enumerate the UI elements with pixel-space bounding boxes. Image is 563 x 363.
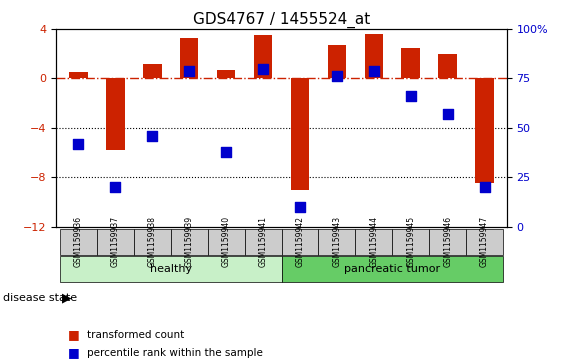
Text: GSM1159944: GSM1159944 bbox=[369, 216, 378, 267]
Text: ▶: ▶ bbox=[62, 291, 72, 304]
Point bbox=[74, 141, 83, 147]
Point bbox=[332, 74, 341, 79]
FancyBboxPatch shape bbox=[392, 229, 429, 255]
Title: GDS4767 / 1455524_at: GDS4767 / 1455524_at bbox=[193, 12, 370, 28]
Text: GSM1159945: GSM1159945 bbox=[406, 216, 415, 267]
Bar bbox=[143, 64, 162, 78]
FancyBboxPatch shape bbox=[319, 229, 355, 255]
Bar bbox=[69, 72, 88, 78]
FancyBboxPatch shape bbox=[171, 229, 208, 255]
Bar bbox=[217, 70, 235, 78]
Point bbox=[111, 184, 120, 190]
Text: GSM1159946: GSM1159946 bbox=[443, 216, 452, 267]
Point bbox=[443, 111, 452, 117]
Bar bbox=[254, 35, 272, 78]
Point bbox=[222, 149, 231, 155]
Point bbox=[369, 68, 378, 73]
Text: GSM1159938: GSM1159938 bbox=[148, 216, 157, 267]
Bar bbox=[328, 45, 346, 78]
Text: GSM1159943: GSM1159943 bbox=[332, 216, 341, 267]
FancyBboxPatch shape bbox=[134, 229, 171, 255]
FancyBboxPatch shape bbox=[97, 229, 134, 255]
Text: ■: ■ bbox=[68, 346, 79, 359]
FancyBboxPatch shape bbox=[60, 229, 97, 255]
FancyBboxPatch shape bbox=[282, 229, 319, 255]
Bar bbox=[291, 78, 309, 189]
FancyBboxPatch shape bbox=[355, 229, 392, 255]
Text: transformed count: transformed count bbox=[87, 330, 185, 340]
Text: healthy: healthy bbox=[150, 264, 192, 274]
Point bbox=[296, 204, 305, 210]
FancyBboxPatch shape bbox=[429, 229, 466, 255]
Text: pancreatic tumor: pancreatic tumor bbox=[344, 264, 440, 274]
Text: GSM1159947: GSM1159947 bbox=[480, 216, 489, 267]
Text: GSM1159936: GSM1159936 bbox=[74, 216, 83, 267]
Bar bbox=[106, 78, 124, 150]
Point bbox=[185, 68, 194, 73]
Text: GSM1159940: GSM1159940 bbox=[222, 216, 231, 267]
Bar bbox=[439, 54, 457, 78]
FancyBboxPatch shape bbox=[60, 256, 282, 282]
FancyBboxPatch shape bbox=[282, 256, 503, 282]
Point bbox=[480, 184, 489, 190]
Point bbox=[148, 133, 157, 139]
Text: percentile rank within the sample: percentile rank within the sample bbox=[87, 348, 263, 358]
FancyBboxPatch shape bbox=[208, 229, 244, 255]
Bar bbox=[401, 48, 420, 78]
Text: GSM1159942: GSM1159942 bbox=[296, 216, 305, 267]
FancyBboxPatch shape bbox=[244, 229, 282, 255]
Bar bbox=[365, 34, 383, 78]
Point bbox=[406, 93, 415, 99]
Text: GSM1159941: GSM1159941 bbox=[258, 216, 267, 267]
Bar bbox=[475, 78, 494, 183]
Bar bbox=[180, 38, 198, 78]
Text: GSM1159937: GSM1159937 bbox=[111, 216, 120, 267]
Point bbox=[258, 66, 267, 72]
Text: ■: ■ bbox=[68, 327, 79, 340]
FancyBboxPatch shape bbox=[466, 229, 503, 255]
Text: GSM1159939: GSM1159939 bbox=[185, 216, 194, 267]
Text: disease state: disease state bbox=[3, 293, 77, 303]
